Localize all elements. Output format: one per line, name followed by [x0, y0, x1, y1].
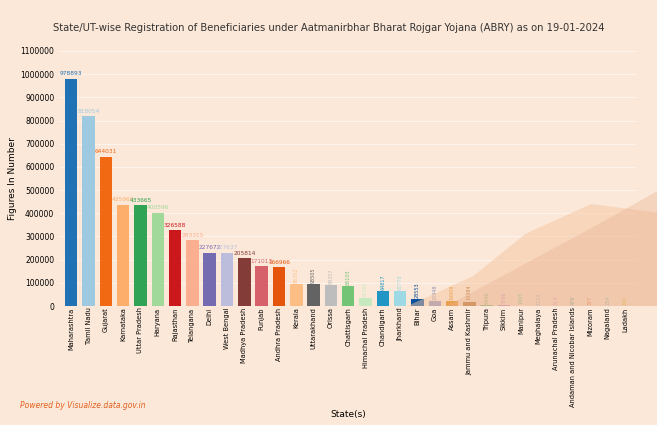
Bar [238, 258, 250, 306]
Y-axis label: Figures In Number: Figures In Number [9, 137, 18, 220]
Bar [325, 285, 337, 306]
Text: 1224: 1224 [536, 292, 541, 305]
Text: 400596: 400596 [147, 205, 169, 210]
Bar [480, 305, 493, 306]
Bar [273, 267, 285, 306]
Text: Powered by Visualize.data.gov.in: Powered by Visualize.data.gov.in [20, 401, 145, 410]
Text: 227637: 227637 [216, 246, 238, 250]
Text: 93505: 93505 [311, 268, 316, 283]
Text: 435960: 435960 [112, 197, 135, 202]
Bar [446, 301, 459, 306]
Text: 3766: 3766 [501, 292, 507, 304]
Text: 64817: 64817 [380, 274, 385, 290]
Bar [152, 213, 164, 306]
Text: 19908: 19908 [449, 285, 455, 300]
Bar [221, 253, 233, 306]
Bar [359, 298, 372, 306]
Text: State/UT-wise Registration of Beneficiaries under Aatmanirbhar Bharat Rojgar Yoj: State/UT-wise Registration of Beneficiar… [53, 23, 604, 34]
Text: 205814: 205814 [233, 250, 256, 255]
Text: 1695: 1695 [519, 292, 524, 304]
Text: 20948: 20948 [432, 284, 438, 300]
Text: 5440: 5440 [484, 291, 489, 303]
Text: 326588: 326588 [164, 223, 187, 227]
Text: 514: 514 [553, 295, 558, 305]
Text: 433665: 433665 [129, 198, 152, 203]
Bar [256, 266, 268, 306]
Text: 166966: 166966 [268, 260, 290, 264]
Text: 62778: 62778 [397, 275, 403, 290]
Bar [117, 205, 129, 306]
Text: 644031: 644031 [95, 149, 117, 154]
Text: 479: 479 [571, 295, 576, 305]
Text: 171013: 171013 [250, 258, 273, 264]
Bar [376, 291, 389, 306]
Text: 19384: 19384 [467, 285, 472, 300]
Bar [186, 240, 198, 306]
Bar [204, 253, 216, 306]
Text: 28553: 28553 [415, 283, 420, 298]
Bar [134, 205, 147, 306]
Bar [411, 299, 424, 306]
Text: 978893: 978893 [60, 71, 83, 76]
Text: 818054: 818054 [78, 108, 100, 113]
Bar [307, 284, 320, 306]
Text: 190: 190 [623, 295, 627, 305]
Bar [463, 301, 476, 306]
Bar [498, 305, 510, 306]
Bar [82, 116, 95, 306]
Text: 96352: 96352 [294, 267, 299, 283]
Text: 377: 377 [588, 295, 593, 305]
Bar [290, 283, 302, 306]
Text: 227672: 227672 [198, 246, 221, 250]
Bar [65, 79, 78, 306]
Bar [428, 301, 441, 306]
Text: 283315: 283315 [181, 232, 204, 238]
Bar [342, 286, 354, 306]
Text: 89357: 89357 [328, 269, 333, 284]
Bar [394, 292, 407, 306]
Text: 33382: 33382 [363, 281, 368, 297]
Bar [169, 230, 181, 306]
Text: 85103: 85103 [346, 269, 351, 285]
Bar [100, 157, 112, 306]
X-axis label: State(s): State(s) [330, 410, 366, 419]
Text: 254: 254 [605, 295, 610, 305]
